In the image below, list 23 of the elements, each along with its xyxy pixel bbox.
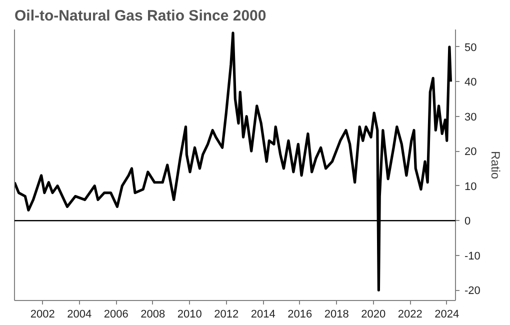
x-tick-label: 2006 [104, 308, 128, 320]
x-tick-label: 2002 [30, 308, 55, 320]
x-tick-label: 2022 [398, 308, 422, 320]
x-tick-label: 2012 [214, 308, 239, 320]
y-axis-title: Ratio [488, 150, 502, 180]
x-tick-label: 2004 [67, 308, 92, 320]
x-tick-label: 2010 [177, 308, 202, 320]
y-tick-label: 50 [464, 42, 477, 54]
x-tick-label: 2024 [434, 308, 460, 320]
x-tick-label: 2020 [361, 308, 386, 320]
y-tick-label: 10 [464, 180, 477, 193]
y-tick-label: -20 [464, 285, 480, 298]
y-tick-label: 20 [464, 146, 477, 158]
y-tick-label: -10 [464, 250, 480, 262]
x-tick-label: 2014 [250, 308, 276, 320]
line-series [14, 32, 452, 292]
x-tick-label: 2016 [288, 308, 312, 320]
y-tick-label: 40 [464, 76, 477, 89]
y-tick-label: 30 [464, 111, 477, 124]
x-tick-label: 2018 [324, 308, 349, 320]
y-tick-label: 0 [464, 216, 471, 228]
x-tick-label: 2008 [140, 308, 166, 320]
chart-title: Oil-to-Natural Gas Ratio Since 2000 [14, 8, 266, 24]
